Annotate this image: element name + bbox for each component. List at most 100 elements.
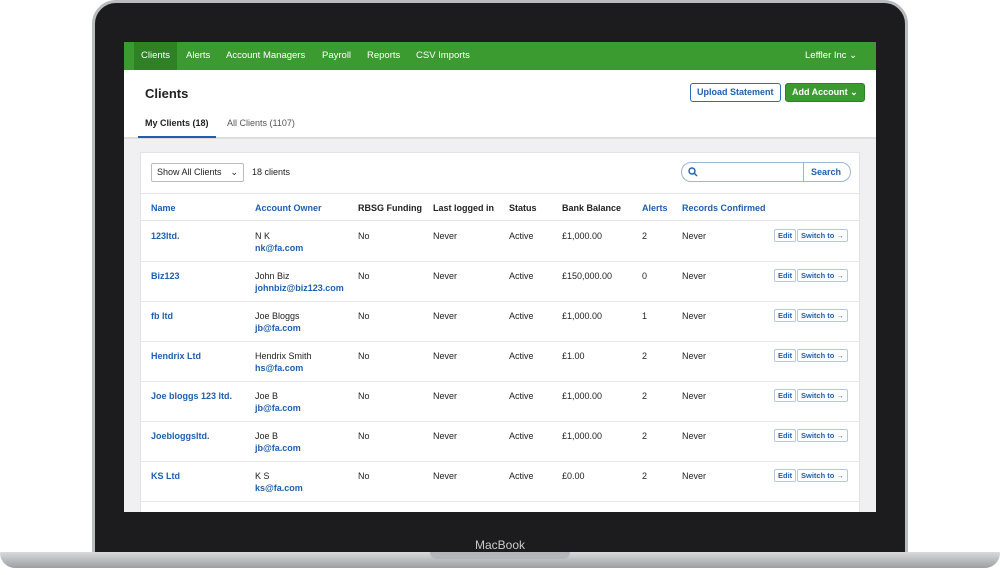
cell-status: Active (509, 391, 534, 401)
cell-owner: Joe B (255, 391, 279, 401)
cell-funding: No (358, 271, 370, 281)
cell-alerts: 1 (642, 311, 648, 321)
cell-owner: N K (255, 231, 271, 241)
page-title: Clients (145, 86, 189, 101)
cell-balance: £150,000.00 (562, 271, 613, 281)
cell-last-login: Never (433, 271, 458, 281)
upload-button[interactable]: Upload Statement (690, 83, 781, 102)
edit-button[interactable]: Edit (774, 349, 797, 362)
cell-alerts: 2 (642, 471, 648, 481)
cell-status: Active (509, 431, 534, 441)
edit-button[interactable]: Edit (774, 469, 797, 482)
nav-item[interactable]: Alerts (186, 50, 211, 61)
switch-button[interactable]: Switch to → (797, 469, 848, 482)
client-count: 18 clients (252, 167, 291, 177)
cell-owner: K S (255, 471, 270, 481)
edit-button[interactable]: Edit (774, 229, 797, 242)
row-line (141, 341, 859, 342)
tab-active[interactable]: My Clients (18) (138, 118, 216, 138)
cell-owner: Joe Bloggs (255, 311, 300, 321)
cell-email[interactable]: nk@fa.com (255, 243, 304, 253)
column-header[interactable]: Records Confirmed (682, 203, 766, 213)
cell-balance: £0.00 (562, 471, 585, 481)
cell-status: Active (509, 311, 534, 321)
cell-confirmed: Never (682, 471, 707, 481)
cell-confirmed: Never (682, 231, 707, 241)
edit-button[interactable]: Edit (774, 269, 797, 282)
cell-email[interactable]: jb@fa.com (255, 443, 301, 453)
cell-balance: £1,000.00 (562, 231, 603, 241)
cell-email[interactable]: jb@fa.com (255, 323, 301, 333)
nav-item[interactable]: Clients (134, 42, 178, 70)
switch-button[interactable]: Switch to → (797, 429, 848, 442)
switch-button[interactable]: Switch to → (797, 269, 848, 282)
laptop-base (0, 552, 1000, 568)
laptop-notch (430, 552, 570, 559)
cell-status: Active (509, 351, 534, 361)
column-header[interactable]: Alerts (642, 203, 668, 213)
cell-name[interactable]: Hendrix Ltd (151, 351, 202, 361)
search-box[interactable]: Search (681, 162, 851, 182)
cell-last-login: Never (433, 231, 458, 241)
cell-funding: No (358, 351, 370, 361)
filter-select[interactable]: Show All Clients ⌄ (151, 163, 244, 182)
cell-email[interactable]: hs@fa.com (255, 363, 304, 373)
cell-funding: No (358, 431, 370, 441)
row-line (141, 301, 859, 302)
cell-name[interactable]: 123ltd. (151, 231, 180, 241)
switch-button[interactable]: Switch to → (797, 349, 848, 362)
search-button[interactable]: Search (811, 167, 842, 177)
cell-name[interactable]: Biz123 (151, 271, 180, 281)
cell-email[interactable]: johnbiz@biz123.com (255, 283, 344, 293)
tab-line (124, 137, 876, 138)
column-header[interactable]: Account Owner (255, 203, 322, 213)
cell-name[interactable]: KS Ltd (151, 471, 180, 481)
cell-name[interactable]: fb ltd (151, 311, 173, 321)
cell-confirmed: Never (682, 431, 707, 441)
device-label: MacBook (474, 538, 526, 552)
cell-balance: £1,000.00 (562, 431, 603, 441)
cell-owner: Hendrix Smith (255, 351, 312, 361)
cell-alerts: 2 (642, 431, 648, 441)
nav-bar: Leffler Inc ⌄ Clients Alerts Account Manag… (124, 42, 876, 70)
cell-alerts: 2 (642, 351, 648, 361)
cell-balance: £1.00 (562, 351, 585, 361)
row-line (141, 261, 859, 262)
tab[interactable]: All Clients (1107) (227, 118, 295, 128)
search-icon (688, 167, 698, 177)
row-line (141, 421, 859, 422)
edit-button[interactable]: Edit (774, 429, 797, 442)
cell-alerts: 2 (642, 391, 648, 401)
column-header: Last logged in (433, 203, 495, 213)
column-header: Status (509, 203, 537, 213)
switch-button[interactable]: Switch to → (797, 389, 848, 402)
nav-item[interactable]: Reports (367, 50, 401, 61)
switch-button[interactable]: Switch to → (797, 229, 848, 242)
column-header[interactable]: Name (151, 203, 176, 213)
column-header: Bank Balance (562, 203, 622, 213)
edit-button[interactable]: Edit (774, 309, 797, 322)
nav-item[interactable]: CSV Imports (416, 50, 470, 61)
account-menu[interactable]: Leffler Inc ⌄ (805, 50, 858, 61)
cell-last-login: Never (433, 311, 458, 321)
nav-item[interactable]: Account Managers (226, 50, 306, 61)
account-name: Leffler Inc (805, 50, 847, 61)
cell-status: Active (509, 231, 534, 241)
cell-status: Active (509, 271, 534, 281)
switch-button[interactable]: Switch to → (797, 309, 848, 322)
nav-item[interactable]: Payroll (322, 50, 352, 61)
add-account-button[interactable]: Add Account ⌄ (785, 83, 865, 102)
cell-last-login: Never (433, 351, 458, 361)
cell-name[interactable]: Joebloggsltd. (151, 431, 210, 441)
cell-funding: No (358, 311, 370, 321)
cell-confirmed: Never (682, 351, 707, 361)
filter-label: Show All Clients (157, 167, 222, 177)
cell-name[interactable]: Joe bloggs 123 ltd. (151, 391, 233, 401)
edit-button[interactable]: Edit (774, 389, 797, 402)
cell-funding: No (358, 231, 370, 241)
row-line (141, 381, 859, 382)
cell-last-login: Never (433, 471, 458, 481)
cell-email[interactable]: jb@fa.com (255, 403, 301, 413)
cell-email[interactable]: ks@fa.com (255, 483, 303, 493)
